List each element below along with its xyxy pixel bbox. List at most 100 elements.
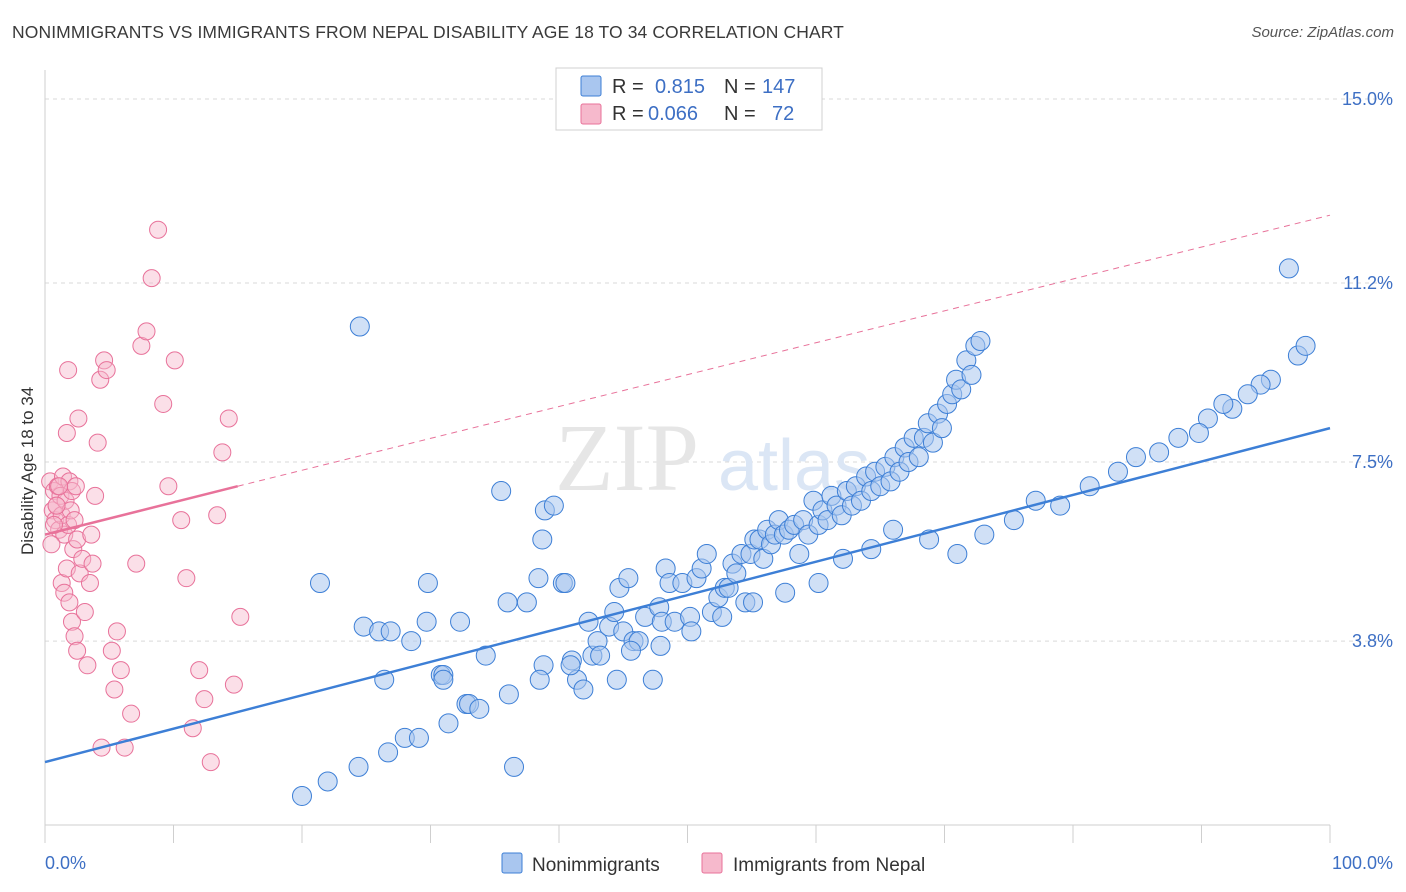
nonimmigrant-point-18: [497, 592, 518, 613]
nonimmigrant-point-0: [309, 573, 330, 594]
nepal-point-37: [83, 554, 102, 573]
nepal-point-43: [102, 641, 121, 660]
nonimmigrant-point-131: [947, 543, 968, 564]
nepal-point-62: [201, 753, 220, 772]
nonimmigrant-point-20: [516, 592, 537, 613]
nonimmigrant-point-144: [560, 655, 581, 676]
nonimmigrant-point-125: [1107, 461, 1128, 482]
nonimmigrant-point-120: [1197, 408, 1218, 429]
nepal-point-45: [107, 622, 126, 641]
nonimmigrant-point-43: [642, 669, 663, 690]
nonimmigrant-point-36: [606, 669, 627, 690]
trend-nepal-extension: [237, 214, 1331, 487]
nepal-point-50: [132, 336, 151, 355]
nepal-point-66: [224, 675, 243, 694]
nepal-point-61: [195, 690, 214, 709]
nonimmigrant-point-151: [348, 756, 369, 777]
source-label: Source: ZipAtlas.com: [1251, 24, 1394, 41]
legend-n-value-1: 147: [762, 76, 795, 98]
nonimmigrant-point-98: [908, 447, 929, 468]
nepal-point-24: [50, 477, 69, 496]
trend-nonimmigrants: [44, 426, 1331, 764]
nepal-point-30: [65, 627, 84, 646]
nonimmigrant-point-114: [1295, 335, 1316, 356]
series-immigrants-nepal: [41, 220, 250, 772]
nonimmigrant-point-146: [498, 684, 519, 705]
legend-r-value-1: 0.815: [655, 76, 705, 98]
nonimmigrant-point-119: [1213, 393, 1234, 414]
nonimmigrant-point-19: [504, 756, 525, 777]
nepal-point-63: [208, 506, 227, 525]
nonimmigrant-point-138: [743, 592, 764, 613]
nonimmigrant-point-137: [775, 582, 796, 603]
nepal-point-34: [75, 603, 94, 622]
nepal-point-58: [177, 569, 196, 588]
nepal-point-33: [73, 549, 92, 568]
nepal-point-15: [61, 501, 80, 520]
legend-r-value-2: 0.066: [648, 103, 698, 125]
y-tick-label-3: 15.0%: [1342, 89, 1393, 109]
legend-n-label-1: N =: [724, 76, 756, 98]
correlation-legend: R = 0.815 N = 147 R = 0.066 N = 72: [555, 67, 823, 131]
nonimmigrant-point-136: [808, 573, 829, 594]
nonimmigrant-point-26: [543, 495, 564, 516]
nonimmigrant-point-141: [650, 635, 671, 656]
nonimmigrant-point-16: [475, 645, 496, 666]
nepal-point-36: [80, 574, 99, 593]
nepal-point-68: [59, 361, 78, 380]
nonimmigrant-point-12: [433, 669, 454, 690]
nonimmigrant-point-147: [469, 698, 490, 719]
series-nonimmigrants: [292, 258, 1316, 806]
nepal-point-39: [88, 433, 107, 452]
nonimmigrant-point-149: [408, 727, 429, 748]
nonimmigrant-point-139: [712, 606, 733, 627]
nepal-point-48: [122, 704, 141, 723]
nepal-point-54: [154, 394, 173, 413]
nonimmigrant-point-122: [1168, 427, 1189, 448]
trend-lines: [44, 214, 1331, 764]
nepal-point-70: [82, 525, 101, 544]
bottom-legend-swatch-pink: [701, 852, 723, 874]
nonimmigrant-point-121: [1188, 422, 1209, 443]
nepal-point-60: [190, 661, 209, 680]
nepal-point-19: [66, 477, 85, 496]
nonimmigrant-point-112: [1278, 258, 1299, 279]
nonimmigrant-point-9: [416, 611, 437, 632]
nonimmigrant-point-143: [590, 645, 611, 666]
nepal-point-21: [42, 535, 61, 554]
nepal-point-55: [159, 477, 178, 496]
nonimmigrant-point-109: [961, 364, 982, 385]
nonimmigrant-point-30: [573, 679, 594, 700]
nonimmigrant-point-107: [951, 379, 972, 400]
nepal-point-52: [142, 269, 161, 288]
nepal-point-29: [62, 612, 81, 631]
nepal-point-20: [68, 530, 87, 549]
nonimmigrant-point-21: [528, 568, 549, 589]
nepal-point-26: [55, 583, 74, 602]
nonimmigrant-point-142: [620, 640, 641, 661]
nonimmigrant-point-13: [450, 611, 471, 632]
legend-n-value-2: 72: [772, 103, 794, 125]
tick-labels: 3.8% 7.5% 11.2% 15.0% 0.0% 100.0%: [45, 89, 1393, 873]
bottom-legend-label-1: Nonimmigrants: [532, 855, 660, 876]
bottom-legend-swatch-blue: [501, 852, 523, 874]
nonimmigrant-point-8: [417, 573, 438, 594]
nonimmigrant-point-39: [618, 568, 639, 589]
nepal-point-65: [219, 409, 238, 428]
nepal-point-51: [137, 322, 156, 341]
y-tick-label-2: 11.2%: [1343, 273, 1393, 293]
chart-title: NONIMMIGRANTS VS IMMIGRANTS FROM NEPAL D…: [12, 22, 844, 42]
nonimmigrant-point-152: [317, 771, 338, 792]
nonimmigrant-point-148: [438, 713, 459, 734]
nepal-point-42: [97, 361, 116, 380]
nonimmigrant-point-150: [378, 742, 399, 763]
nepal-point-35: [78, 656, 97, 675]
nepal-point-28: [60, 593, 79, 612]
nonimmigrant-point-129: [1003, 510, 1024, 531]
x-tick-label-1: 100.0%: [1332, 853, 1393, 873]
nepal-point-12: [57, 423, 76, 442]
nepal-point-18: [65, 511, 84, 530]
nepal-point-44: [105, 680, 124, 699]
nepal-point-57: [172, 511, 191, 530]
